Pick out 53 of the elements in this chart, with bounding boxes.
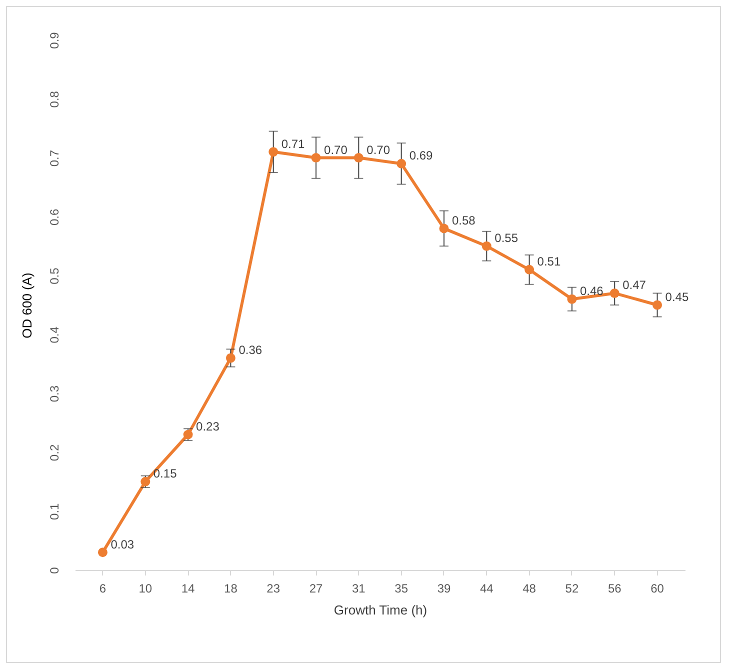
x-tick-label: 14: [181, 582, 196, 596]
y-tick-label: 0.5: [48, 267, 62, 284]
x-tick-label: 6: [99, 582, 106, 596]
point: [354, 153, 364, 163]
y-tick-label: 0.2: [48, 444, 62, 462]
y-tick-label: 0: [48, 566, 62, 574]
point: [439, 224, 449, 234]
data-label: 0.58: [452, 213, 476, 228]
x-tick-label: 10: [138, 582, 152, 596]
x-tick-label: 31: [352, 582, 366, 596]
x-tick-label: 39: [437, 582, 451, 596]
x-axis-title: Growth Time (h): [334, 602, 428, 618]
data-label: 0.15: [153, 466, 178, 481]
point: [567, 294, 577, 304]
point: [396, 158, 406, 168]
point: [524, 264, 534, 274]
point: [610, 288, 620, 298]
point: [652, 300, 662, 310]
x-tick-label: 56: [608, 582, 622, 596]
data-label: 0.51: [537, 254, 561, 269]
point: [226, 353, 236, 363]
y-tick-label: 0.8: [48, 90, 62, 108]
y-tick-label: 0.4: [48, 326, 62, 344]
y-tick-label: 0.1: [48, 502, 62, 520]
data-label: 0.23: [196, 420, 220, 434]
data-label: 0.55: [494, 231, 518, 246]
x-tick-label: 60: [650, 582, 664, 596]
x-tick-label: 44: [480, 582, 494, 596]
x-tick-label: 27: [309, 582, 324, 596]
y-axis-title: OD 600 (A): [20, 272, 34, 338]
y-tick-label: 0.9: [48, 32, 62, 49]
point: [140, 476, 150, 486]
data-label: 0.45: [665, 290, 689, 304]
x-tick-label: 18: [224, 582, 238, 596]
data-label: 0.71: [281, 136, 306, 151]
data-label: 0.70: [366, 142, 390, 157]
x-tick-label: 35: [394, 582, 408, 596]
y-tick-label: 0.7: [48, 150, 62, 167]
x-tick-label: 23: [266, 582, 280, 596]
point: [98, 548, 108, 558]
data-label: 0.46: [580, 284, 604, 298]
x-tick-label: 52: [565, 582, 579, 596]
data-label: 0.70: [324, 142, 348, 157]
point: [311, 153, 321, 163]
point: [268, 147, 278, 157]
data-label: 0.36: [238, 343, 262, 357]
y-tick-label: 0.6: [48, 208, 62, 226]
y-tick-label: 0.3: [48, 385, 62, 402]
point: [482, 241, 492, 251]
x-tick-label: 48: [522, 582, 536, 596]
data-label: 0.47: [622, 278, 646, 292]
data-label: 0.69: [409, 148, 434, 163]
data-label: 0.03: [110, 537, 134, 552]
